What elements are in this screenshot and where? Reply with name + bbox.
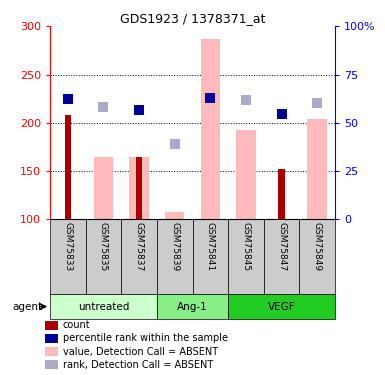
Point <box>65 96 71 102</box>
Bar <box>236 130 256 219</box>
Text: GSM75835: GSM75835 <box>99 222 108 271</box>
Bar <box>121 219 157 294</box>
Text: VEGF: VEGF <box>268 302 295 312</box>
Bar <box>165 211 184 219</box>
Point <box>207 95 213 101</box>
Text: Ang-1: Ang-1 <box>177 302 208 312</box>
Bar <box>129 157 149 219</box>
Text: GSM75841: GSM75841 <box>206 222 215 271</box>
Text: percentile rank within the sample: percentile rank within the sample <box>63 333 228 344</box>
Bar <box>307 119 327 219</box>
Bar <box>157 219 192 294</box>
Bar <box>264 219 300 294</box>
Bar <box>45 347 59 356</box>
Text: count: count <box>63 320 90 330</box>
Bar <box>45 321 59 330</box>
Bar <box>50 294 157 319</box>
Text: rank, Detection Call = ABSENT: rank, Detection Call = ABSENT <box>63 360 213 370</box>
Bar <box>85 219 121 294</box>
Bar <box>228 294 335 319</box>
Point <box>136 107 142 113</box>
Text: untreated: untreated <box>78 302 129 312</box>
Bar <box>50 219 85 294</box>
Bar <box>192 219 228 294</box>
Title: GDS1923 / 1378371_at: GDS1923 / 1378371_at <box>120 12 265 25</box>
Bar <box>45 334 59 343</box>
Text: GSM75839: GSM75839 <box>170 222 179 271</box>
Bar <box>136 157 142 219</box>
Bar <box>228 219 264 294</box>
Text: value, Detection Call = ABSENT: value, Detection Call = ABSENT <box>63 346 218 357</box>
Bar <box>94 157 113 219</box>
Bar <box>157 294 228 319</box>
Point <box>207 95 213 101</box>
Bar <box>201 39 220 219</box>
Text: GSM75849: GSM75849 <box>313 222 321 271</box>
Text: GSM75833: GSM75833 <box>64 222 72 271</box>
Point <box>100 104 107 110</box>
Bar <box>65 115 71 219</box>
Point <box>243 97 249 103</box>
Text: GSM75845: GSM75845 <box>241 222 250 271</box>
Bar <box>45 360 59 369</box>
Text: GSM75837: GSM75837 <box>135 222 144 271</box>
Bar <box>278 169 285 219</box>
Point <box>278 111 285 117</box>
Text: agent: agent <box>12 302 42 312</box>
Point <box>172 141 178 147</box>
Bar <box>300 219 335 294</box>
Point <box>314 100 320 106</box>
Text: GSM75847: GSM75847 <box>277 222 286 271</box>
